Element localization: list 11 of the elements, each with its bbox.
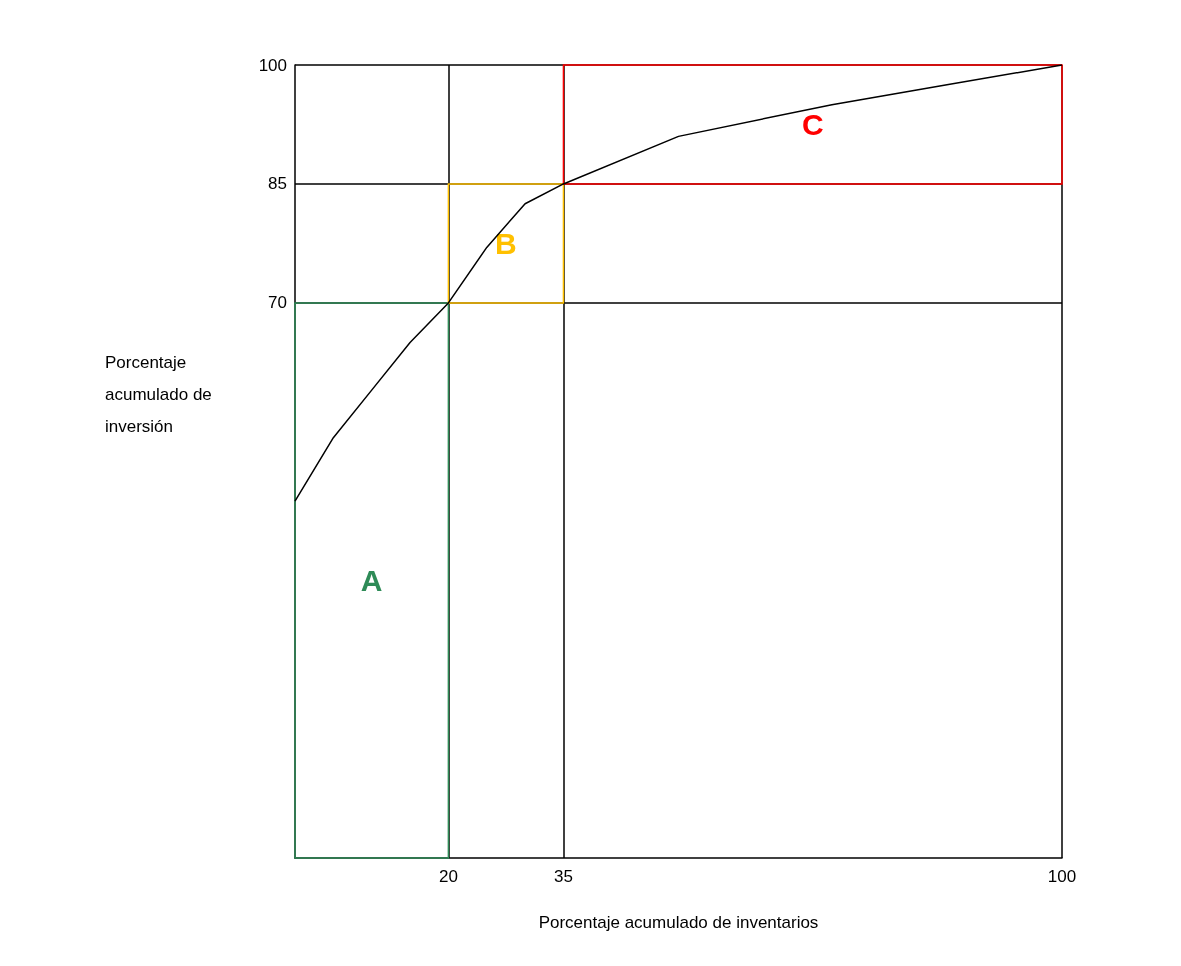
x-tick-label: 35 (553, 867, 573, 886)
x-tick-label: 20 (438, 867, 458, 886)
data-label: B (495, 226, 517, 260)
data-label: A (360, 563, 383, 597)
y-axis-title: Porcentaje acumulado de inversión (105, 352, 217, 436)
y-tick-label: 70 (268, 293, 287, 313)
data-label: C (801, 107, 824, 141)
x-tick-label: 100 (1047, 867, 1077, 886)
x-axis-title: Porcentaje acumulado de inventarios (538, 913, 819, 932)
y-tick-label: 100 (258, 55, 287, 75)
y-tick-label: 85 (268, 174, 287, 194)
